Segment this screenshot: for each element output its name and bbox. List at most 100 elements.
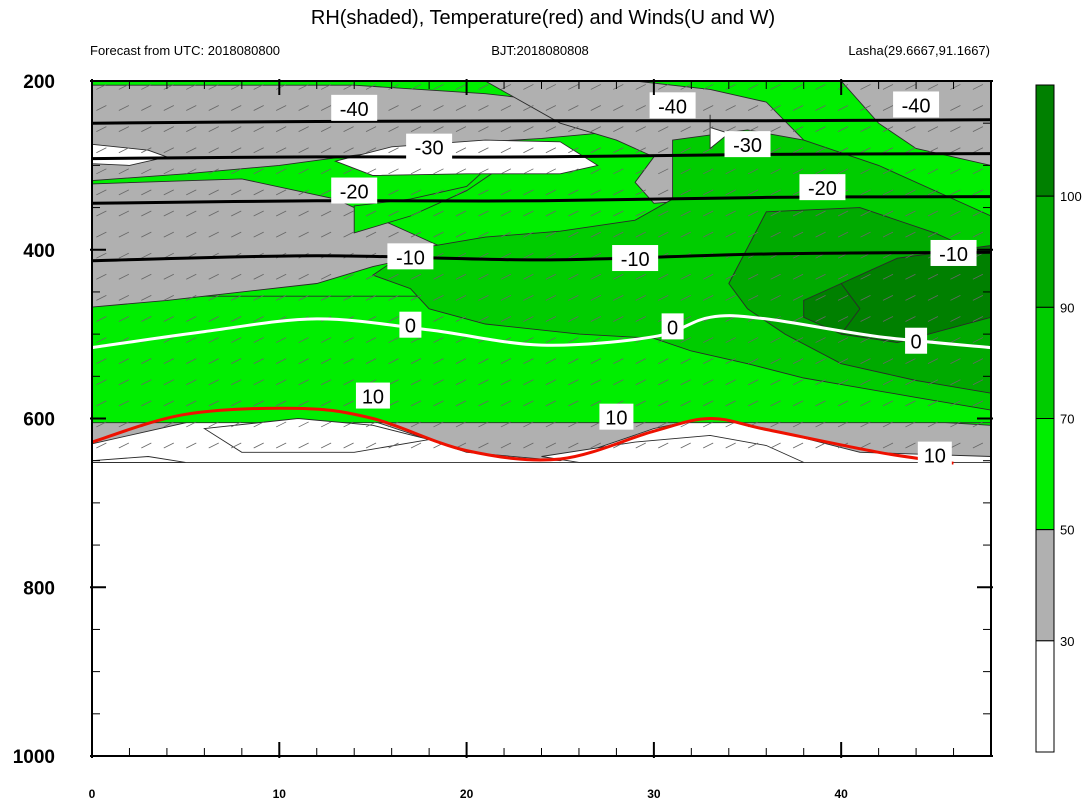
wind-barb-521	[96, 358, 107, 365]
wind-barb-282	[118, 231, 130, 238]
wind-barb-490	[298, 337, 309, 343]
wind-barb-219	[500, 189, 512, 196]
wind-barb-593	[815, 379, 826, 386]
wind-barb-312	[792, 231, 804, 238]
wind-barb-371	[320, 273, 332, 280]
contour-label-box-15	[599, 403, 634, 430]
wind-barb-321	[96, 252, 107, 259]
wind-barb-515	[860, 337, 871, 343]
wind-barb-227	[680, 189, 691, 196]
wind-barb-658	[478, 421, 489, 428]
wind-barb-510	[747, 337, 759, 343]
wind-barb-6	[208, 84, 219, 90]
wind-barb-56	[433, 105, 444, 111]
wind-barb-192	[792, 168, 804, 175]
wind-barb-236	[882, 189, 894, 196]
wind-barb-363	[141, 273, 152, 280]
wind-barb-166	[208, 168, 219, 175]
wind-barb-338	[478, 252, 489, 259]
rh-shading	[92, 81, 991, 756]
wind-barb-254	[388, 210, 399, 217]
wind-barb-703	[590, 442, 601, 449]
wind-barb-480	[972, 316, 984, 322]
wind-barb-319	[950, 231, 961, 238]
wind-barb-95	[410, 126, 422, 132]
wind-barb-114	[837, 126, 849, 132]
wind-barb-684	[163, 442, 174, 449]
wind-barb-120	[972, 126, 984, 132]
wind-barb-401	[96, 295, 107, 301]
wind-barb-240	[972, 189, 984, 196]
wind-barb-511	[770, 337, 781, 343]
wind-barb-536	[433, 358, 444, 365]
wind-barb-551	[770, 358, 781, 365]
wind-barb-31	[770, 84, 781, 90]
wind-barb-589	[725, 379, 736, 386]
wind-barb-688	[253, 442, 264, 449]
wind-barb-8	[253, 84, 264, 90]
wind-barb-539	[500, 358, 512, 365]
wind-barb-101	[545, 126, 557, 132]
wind-barb-62	[568, 105, 579, 111]
wind-barb-663	[590, 421, 601, 428]
wind-barb-49	[275, 105, 287, 111]
wind-barb-91	[320, 126, 332, 132]
wind-barb-546	[658, 358, 669, 365]
wind-barb-374	[388, 273, 399, 280]
wind-barb-647	[231, 421, 242, 428]
wind-barb-294	[388, 231, 399, 238]
wind-barb-444	[163, 316, 174, 322]
wind-barb-407	[231, 295, 242, 301]
wind-barb-210	[298, 189, 309, 196]
y-tick-label-5: 1000	[13, 747, 55, 768]
contour-label-box-4	[406, 133, 453, 160]
wind-barb-24	[613, 84, 624, 90]
wind-barb-237	[905, 189, 916, 196]
wind-barb-381	[545, 273, 557, 280]
wind-barb-83	[141, 126, 152, 132]
wind-barb-617	[455, 400, 467, 407]
wind-barb-115	[860, 126, 871, 132]
wind-barb-687	[231, 442, 242, 449]
wind-barb-303	[590, 231, 601, 238]
wind-barb-340	[523, 252, 534, 259]
wind-barb-496	[433, 337, 444, 343]
wind-barb-369	[275, 273, 287, 280]
wind-barb-64	[613, 105, 624, 111]
wind-barb-713	[815, 442, 826, 449]
contour-label-box-11	[399, 311, 422, 338]
wind-barb-706	[658, 442, 669, 449]
wind-barb-693	[365, 442, 377, 449]
wind-barb-552	[792, 358, 804, 365]
y-tick-label-3: 600	[23, 410, 55, 431]
wind-barb-609	[275, 400, 287, 407]
wind-barb-5	[186, 84, 197, 90]
wind-barb-215	[410, 189, 422, 196]
wind-barb-266	[658, 210, 669, 217]
wind-barb-218	[478, 189, 489, 196]
wind-barb-709	[725, 442, 736, 449]
wind-barb-587	[680, 379, 691, 386]
wind-barb-445	[186, 316, 197, 322]
wind-barb-429	[725, 295, 736, 301]
wind-barb-281	[96, 231, 107, 238]
wind-barb-265	[635, 210, 646, 217]
wind-barb-385	[635, 273, 646, 280]
wind-barb-564	[163, 379, 174, 386]
wind-barb-633	[815, 400, 826, 407]
wind-barb-41	[96, 105, 107, 111]
wind-barb-55	[410, 105, 422, 111]
wind-barb-158	[927, 147, 939, 154]
wind-barb-649	[275, 421, 287, 428]
colorbar-label-2: 50	[1060, 523, 1074, 538]
wind-barb-501	[545, 337, 557, 343]
wind-barb-437	[905, 295, 916, 301]
wind-barb-242	[118, 210, 130, 217]
wind-barb-661	[545, 421, 557, 428]
wind-barb-244	[163, 210, 174, 217]
wind-barb-701	[545, 442, 557, 449]
wind-barb-143	[590, 147, 601, 154]
wind-barb-179	[500, 168, 512, 175]
wind-barb-657	[455, 421, 467, 428]
wind-barb-632	[792, 400, 804, 407]
